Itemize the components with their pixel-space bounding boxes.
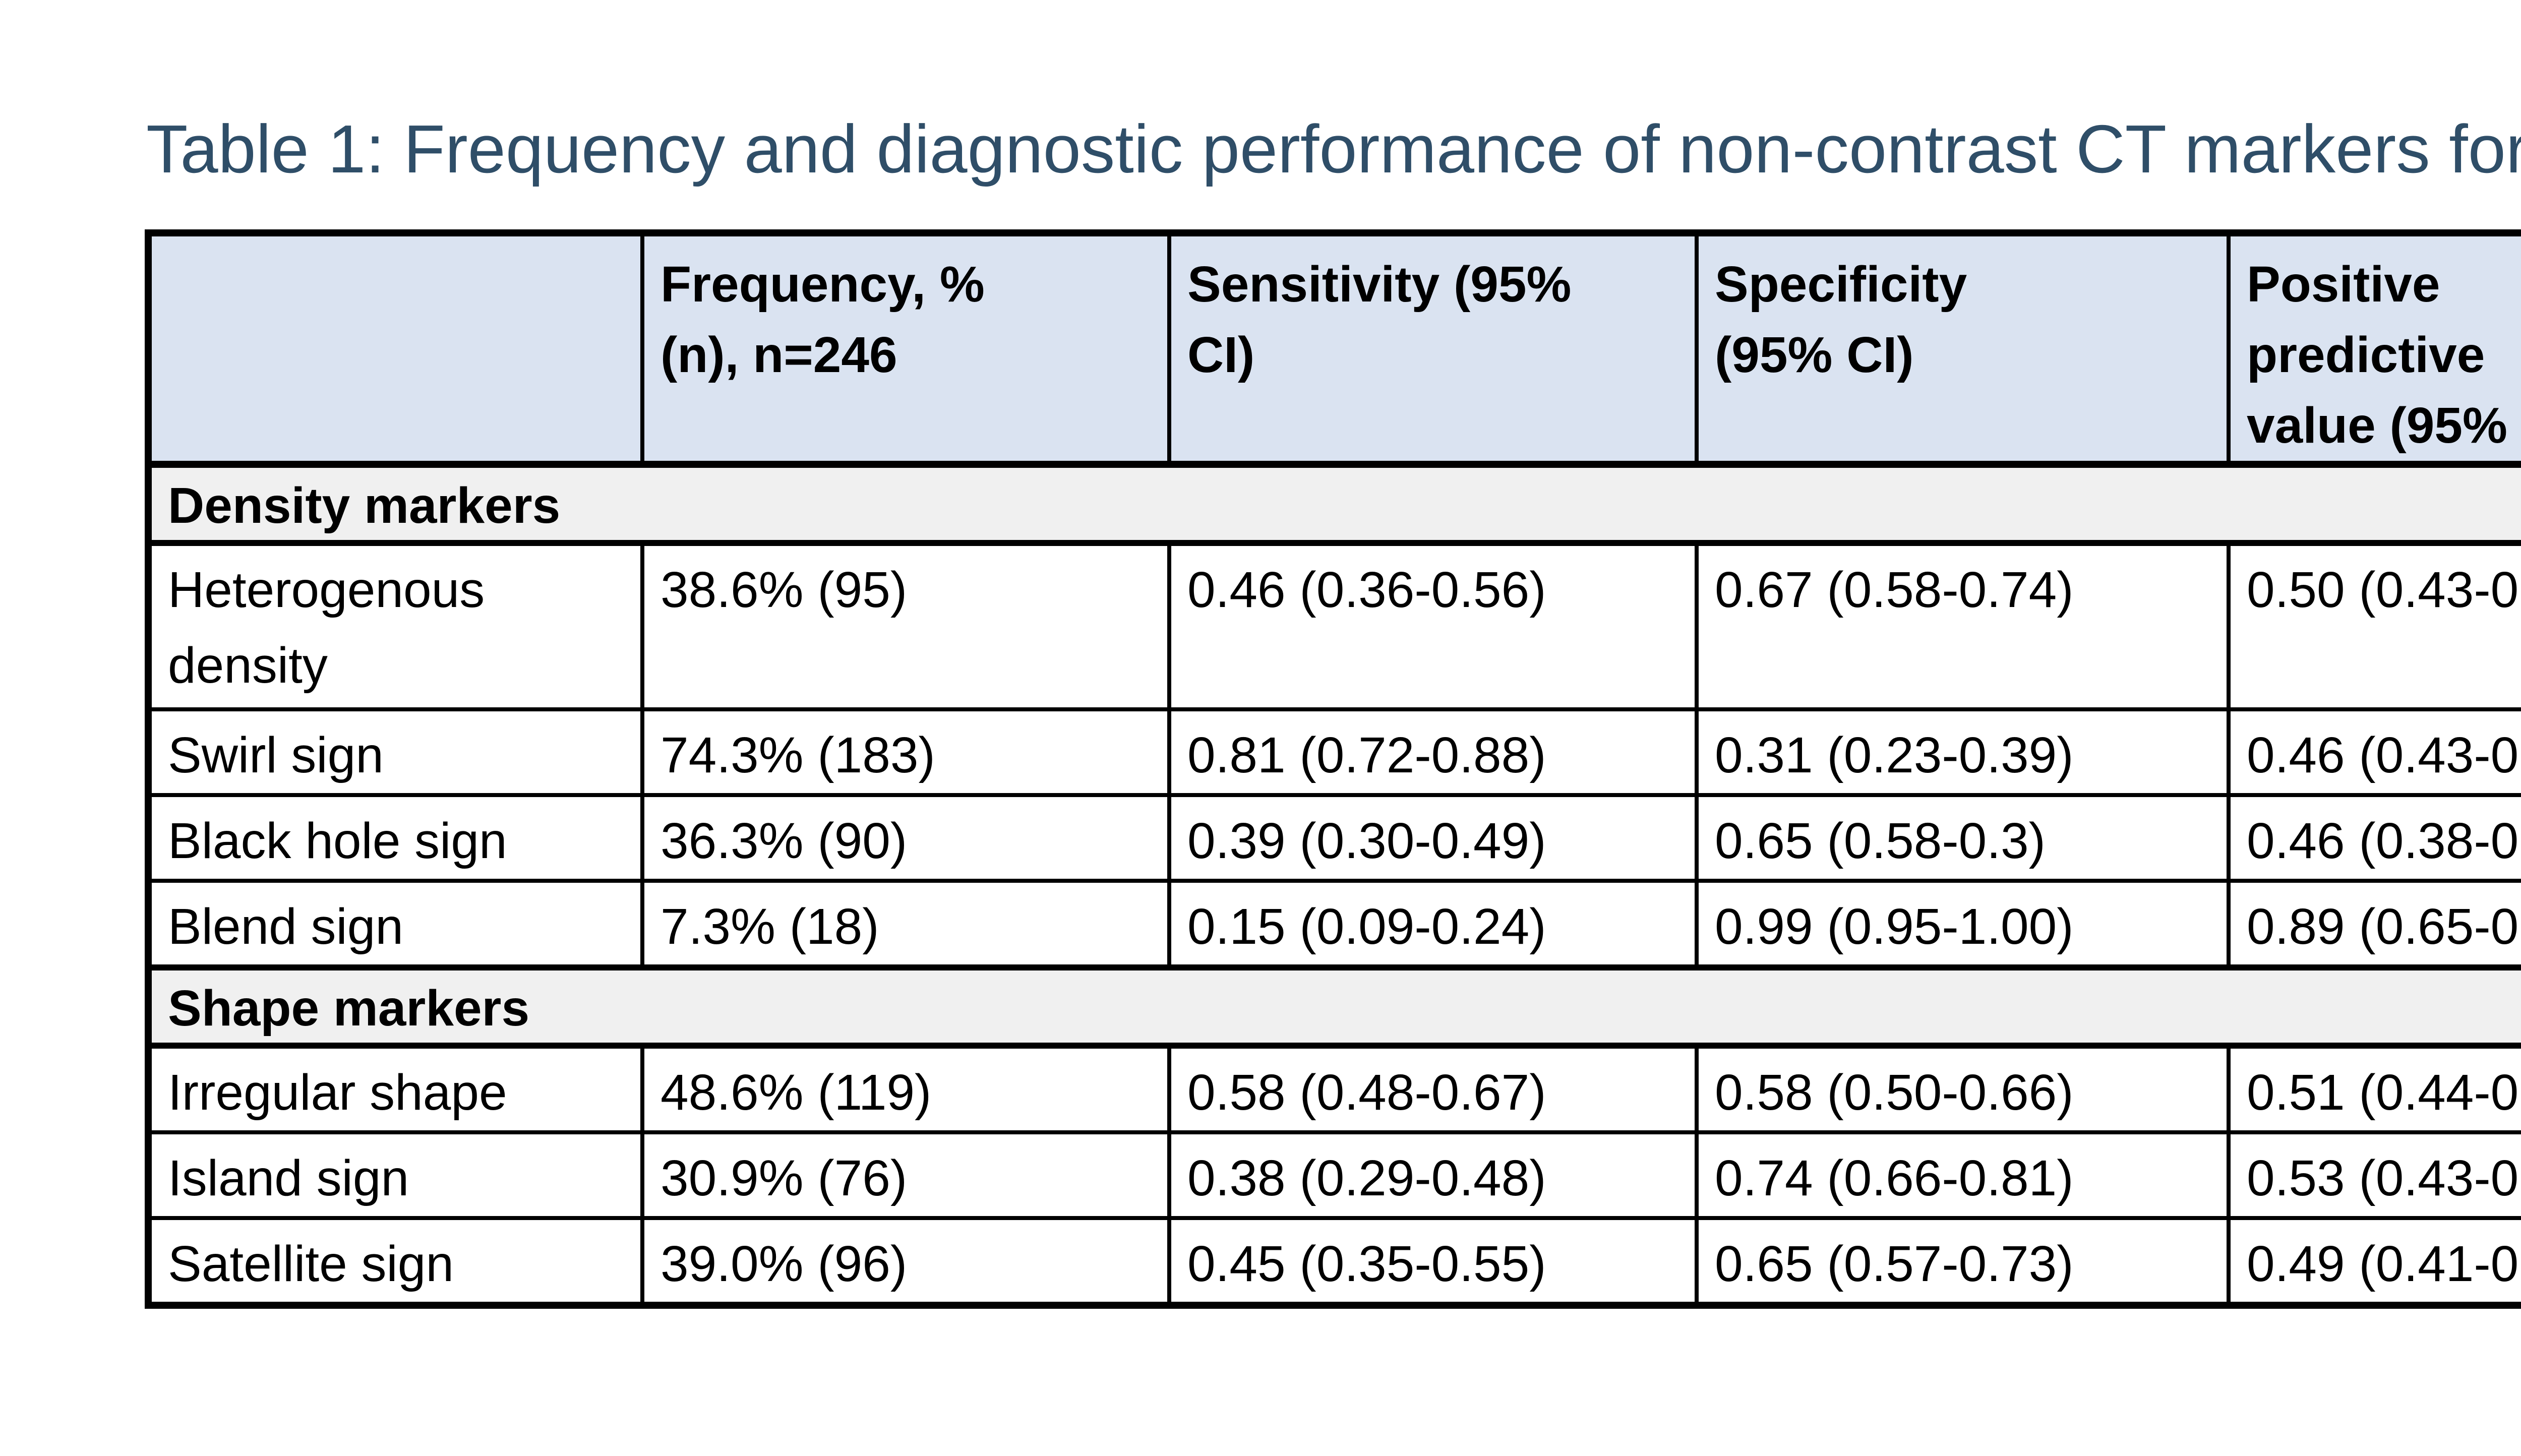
ppv-cell: 0.53 (0.43-0.62) [2227,1130,2521,1220]
marker-cell: Black hole sign [146,793,644,883]
sensitivity-cell: 0.81 (0.72-0.88) [1167,707,1699,797]
specificity-cell: 0.65 (0.58-0.3) [1695,793,2231,883]
section-row-shape-markers: Shape markers [146,964,2521,1049]
section-label: Density markers [146,461,2521,546]
specificity-cell: 0.58 (0.50-0.66) [1695,1044,2231,1134]
table-row-heterogenous-density: Heterogenous density 38.6% (95) 0.46 (0.… [146,541,2521,711]
table-row-black-hole-sign: Black hole sign 36.3% (90) 0.39 (0.30-0.… [146,793,2521,883]
ppv-cell: 0.89 (0.65-0.97) [2227,879,2521,969]
ppv-cell: 0.49 (0.41-0.57) [2227,1216,2521,1307]
header-cell-specificity: Specificity (95% CI) [1695,231,2231,468]
sensitivity-cell: 0.38 (0.29-0.48) [1167,1130,1699,1220]
frequency-cell: 48.6% (119) [640,1044,1171,1134]
table-row-swirl-sign: Swirl sign 74.3% (183) 0.81 (0.72-0.88) … [146,707,2521,797]
section-label: Shape markers [146,964,2521,1049]
sensitivity-cell: 0.45 (0.35-0.55) [1167,1216,1699,1307]
marker-cell: Heterogenous density [146,541,644,711]
ppv-cell: 0.46 (0.38-0.54) [2227,793,2521,883]
ct-markers-table: Frequency, % (n), n=246 Sensitivity (95%… [145,229,2521,1309]
ppv-cell: 0.50 (0.43-0.58) [2227,541,2521,711]
marker-cell: Swirl sign [146,707,644,797]
header-cell-empty [146,231,644,468]
sensitivity-cell: 0.58 (0.48-0.67) [1167,1044,1699,1134]
header-row: Frequency, % (n), n=246 Sensitivity (95%… [146,231,2521,468]
marker-cell: Island sign [146,1130,644,1220]
frequency-cell: 30.9% (76) [640,1130,1171,1220]
marker-cell: Blend sign [146,879,644,969]
specificity-cell: 0.67 (0.58-0.74) [1695,541,2231,711]
table-row-island-sign: Island sign 30.9% (76) 0.38 (0.29-0.48) … [146,1130,2521,1220]
marker-cell: Irregular shape [146,1044,644,1134]
header-cell-ppv: Positive predictive value (95% CI) [2227,231,2521,468]
ppv-cell: 0.46 (0.43-0.50) [2227,707,2521,797]
sensitivity-cell: 0.15 (0.09-0.24) [1167,879,1699,969]
frequency-cell: 36.3% (90) [640,793,1171,883]
header-cell-frequency: Frequency, % (n), n=246 [640,231,1171,468]
table-body: Density markers Heterogenous density 38.… [146,461,2521,1307]
frequency-cell: 38.6% (95) [640,541,1171,711]
table-title: Table 1: Frequency and diagnostic perfor… [146,111,2521,187]
section-row-density-markers: Density markers [146,461,2521,546]
frequency-cell: 39.0% (96) [640,1216,1171,1307]
table-header: Frequency, % (n), n=246 Sensitivity (95%… [146,231,2521,468]
table-row-satellite-sign: Satellite sign 39.0% (96) 0.45 (0.35-0.5… [146,1216,2521,1307]
specificity-cell: 0.31 (0.23-0.39) [1695,707,2231,797]
specificity-cell: 0.99 (0.95-1.00) [1695,879,2231,969]
specificity-cell: 0.65 (0.57-0.73) [1695,1216,2231,1307]
frequency-cell: 7.3% (18) [640,879,1171,969]
specificity-cell: 0.74 (0.66-0.81) [1695,1130,2231,1220]
header-cell-sensitivity: Sensitivity (95% CI) [1167,231,1699,468]
ppv-cell: 0.51 (0.44-0.57) [2227,1044,2521,1134]
marker-cell: Satellite sign [146,1216,644,1307]
table-row-blend-sign: Blend sign 7.3% (18) 0.15 (0.09-0.24) 0.… [146,879,2521,969]
sensitivity-cell: 0.39 (0.30-0.49) [1167,793,1699,883]
sensitivity-cell: 0.46 (0.36-0.56) [1167,541,1699,711]
frequency-cell: 74.3% (183) [640,707,1171,797]
table-row-irregular-shape: Irregular shape 48.6% (119) 0.58 (0.48-0… [146,1044,2521,1134]
